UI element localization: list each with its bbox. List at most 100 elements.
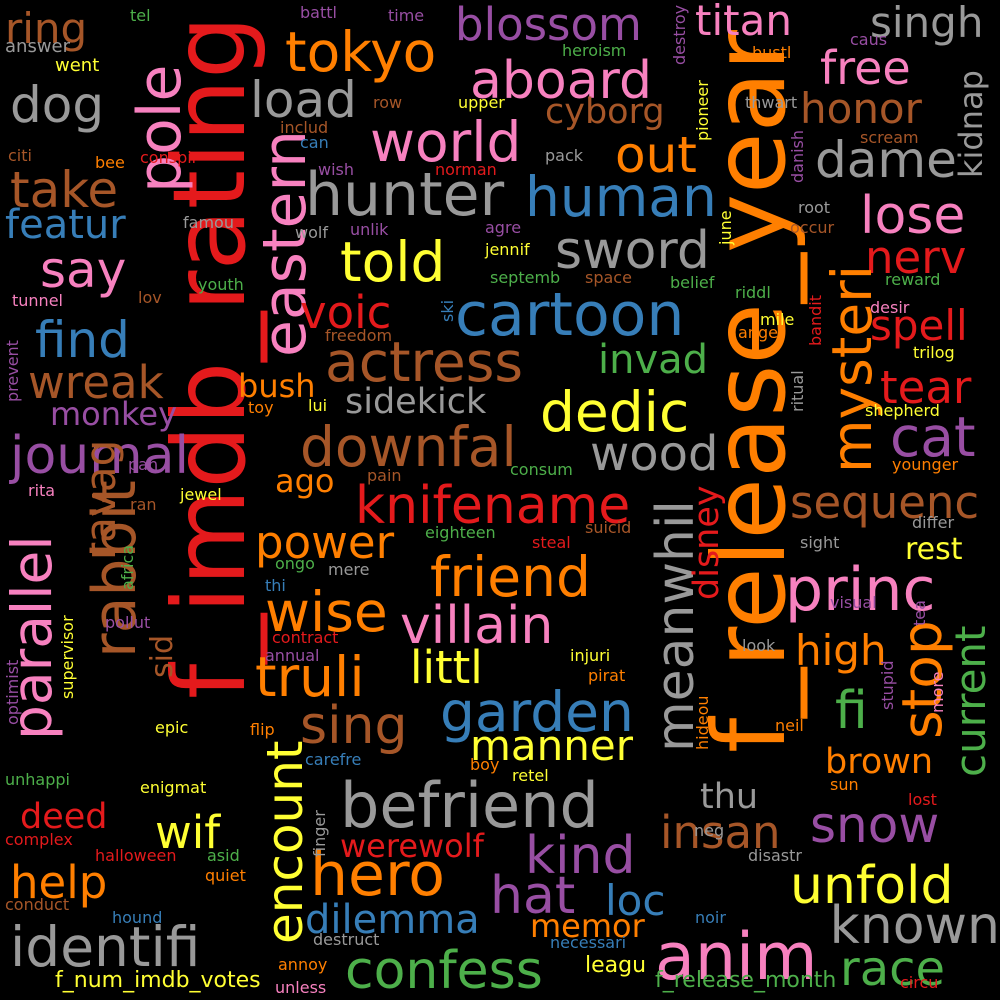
word-werewolf: werewolf bbox=[340, 827, 484, 865]
word-deed: deed bbox=[20, 797, 108, 837]
word-invad: invad bbox=[598, 337, 709, 383]
word-time: time bbox=[388, 6, 425, 25]
word-dedic: dedic bbox=[540, 380, 690, 444]
word-finger: finger bbox=[310, 810, 329, 857]
word-dame: dame bbox=[815, 131, 957, 189]
word-youth: youth bbox=[198, 275, 244, 294]
word-reward: reward bbox=[885, 270, 941, 289]
word-battl: battl bbox=[300, 3, 337, 22]
word-quiet: quiet bbox=[205, 866, 246, 885]
word-trilog: trilog bbox=[913, 343, 955, 362]
word-wolf: wolf bbox=[295, 223, 328, 242]
word-pole: pole bbox=[125, 64, 195, 193]
word-sequenc: sequenc bbox=[790, 476, 980, 529]
word-citi: citi bbox=[8, 146, 32, 165]
word-high: high bbox=[795, 626, 887, 675]
word-find: find bbox=[35, 311, 130, 369]
word-eighteen: eighteen bbox=[425, 523, 496, 542]
word-destruct: destruct bbox=[313, 930, 380, 949]
word-load: load bbox=[250, 71, 357, 129]
word-rest: rest bbox=[905, 532, 963, 567]
word-went: went bbox=[55, 55, 100, 76]
word-halloween: halloween bbox=[95, 846, 177, 865]
word-ago: ago bbox=[275, 462, 335, 500]
word-visual: visual bbox=[830, 593, 877, 612]
word-titan: titan bbox=[695, 0, 792, 45]
word-stupid: stupid bbox=[878, 660, 897, 710]
word-agre: agre bbox=[485, 218, 522, 237]
word-leagu: leagu bbox=[585, 953, 647, 978]
word-wreak: wreak bbox=[28, 356, 164, 409]
word-encount: encount bbox=[256, 740, 314, 944]
word-tear: tear bbox=[880, 361, 972, 414]
word-riddl: riddl bbox=[735, 283, 771, 302]
word-out: out bbox=[615, 126, 697, 184]
word-unhappi: unhappi bbox=[5, 770, 70, 789]
word-downfal: downfal bbox=[300, 415, 517, 479]
word-space: space bbox=[585, 268, 632, 287]
word-pain: pain bbox=[367, 466, 402, 485]
word-race: race bbox=[840, 941, 946, 997]
word-cartoon: cartoon bbox=[455, 280, 685, 350]
word-complex: complex bbox=[5, 830, 73, 849]
word-ran: ran bbox=[130, 495, 157, 514]
word-disney: disney bbox=[687, 485, 727, 600]
word-say: say bbox=[40, 241, 127, 299]
word-destroy: destroy bbox=[670, 4, 689, 65]
word-actress: actress bbox=[325, 330, 524, 394]
word-spell: spell bbox=[870, 301, 968, 350]
word-aboard: aboard bbox=[470, 51, 653, 111]
word-necessari: necessari bbox=[550, 933, 627, 952]
word-loc: loc bbox=[605, 876, 666, 925]
word-annoy: annoy bbox=[278, 955, 328, 974]
word-more: more bbox=[928, 671, 947, 713]
word-shepherd: shepherd bbox=[865, 401, 940, 420]
word-pioneer: pioneer bbox=[693, 80, 712, 141]
word-take: take bbox=[10, 161, 119, 219]
word-injuri: injuri bbox=[570, 646, 611, 665]
word-hunter: hunter bbox=[305, 160, 505, 230]
word-neil: neil bbox=[775, 716, 804, 735]
word-june: june bbox=[716, 210, 735, 245]
word-toy: toy bbox=[248, 398, 274, 417]
word-retel: retel bbox=[512, 766, 549, 785]
word-annual: annual bbox=[265, 646, 320, 665]
word-upper: upper bbox=[458, 93, 505, 112]
word-belief: belief bbox=[670, 273, 715, 292]
word-epic: epic bbox=[155, 718, 189, 737]
word-cat: cat bbox=[890, 405, 976, 469]
word-friend: friend bbox=[430, 545, 591, 609]
word-mere: mere bbox=[328, 560, 370, 579]
word-kind: kind bbox=[525, 826, 636, 886]
word-cyborg: cyborg bbox=[545, 92, 665, 132]
word-bee: bee bbox=[95, 153, 125, 172]
word-anger: anger bbox=[738, 323, 785, 342]
word-littl: littl bbox=[410, 641, 483, 694]
word-ongo: ongo bbox=[275, 554, 315, 573]
word-sidekick: sidekick bbox=[345, 382, 487, 422]
word-insan: insan bbox=[660, 806, 781, 859]
word-honor: honor bbox=[800, 84, 922, 133]
word-princ: princ bbox=[785, 555, 936, 625]
word-sight: sight bbox=[800, 533, 840, 552]
word-sun: sun bbox=[830, 775, 859, 794]
word-snow: snow bbox=[810, 796, 940, 854]
word-conspir: conspir bbox=[140, 148, 199, 167]
word-monkey: monkey bbox=[50, 395, 178, 433]
word-villain: villain bbox=[400, 596, 554, 656]
word-scream: scream bbox=[860, 128, 919, 147]
word-current: current bbox=[946, 625, 995, 777]
word-root: root bbox=[798, 198, 831, 217]
word-includ: includ bbox=[280, 118, 329, 137]
word-power: power bbox=[255, 516, 395, 569]
word-ring: ring bbox=[5, 4, 88, 53]
word-bush: bush bbox=[238, 367, 316, 405]
word-differ: differ bbox=[912, 513, 955, 532]
word-dog: dog bbox=[10, 76, 105, 134]
word-can: can bbox=[300, 133, 329, 152]
word-unfold: unfold bbox=[790, 856, 954, 916]
word-unlik: unlik bbox=[350, 220, 389, 239]
word-mysteri: mysteri bbox=[820, 264, 884, 473]
word-wif: wif bbox=[155, 806, 221, 859]
word-garden: garden bbox=[440, 680, 634, 744]
